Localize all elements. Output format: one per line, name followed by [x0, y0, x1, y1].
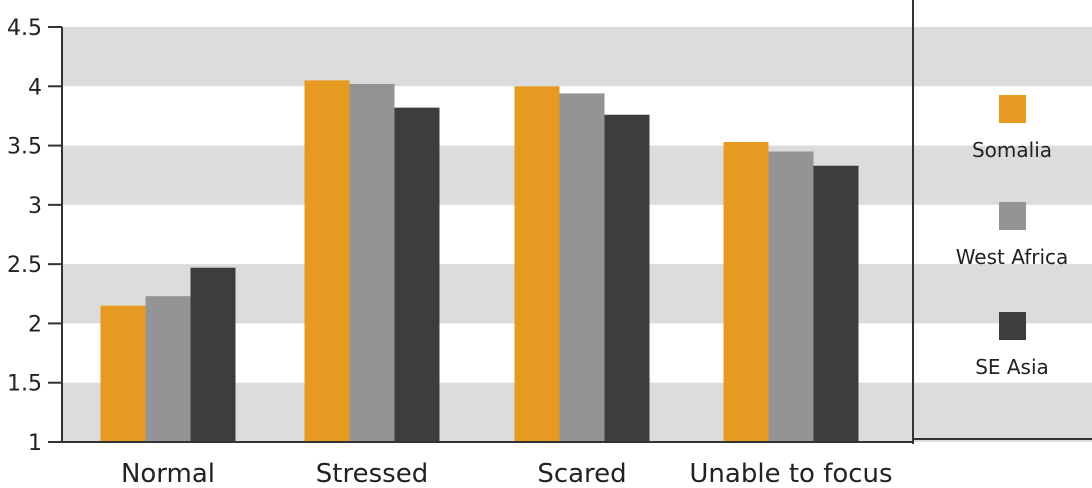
x-category-label: Unable to focus [689, 459, 892, 488]
bar [768, 151, 814, 442]
bar [559, 93, 605, 443]
legend: Somalia West Africa SE Asia [956, 95, 1069, 379]
legend-label: West Africa [956, 245, 1069, 269]
grid-band [62, 27, 1092, 87]
x-category-label: Scared [537, 459, 626, 488]
x-category-label: Normal [121, 459, 215, 488]
legend-label: Somalia [972, 138, 1052, 162]
legend-swatch [999, 312, 1026, 340]
bar [100, 305, 146, 442]
y-tick-label: 3 [28, 194, 42, 219]
y-tick-label: 4 [28, 75, 42, 100]
legend-label: SE Asia [975, 355, 1049, 379]
legend-swatch [999, 95, 1026, 123]
y-tick-label: 4.5 [7, 16, 42, 41]
x-category-label: Stressed [316, 459, 428, 488]
x-labels-group: Normal Stressed Scared Unable to focus [121, 459, 893, 488]
bar [604, 114, 650, 442]
bar [514, 86, 560, 443]
y-tick-label: 2 [28, 312, 42, 337]
legend-swatch [999, 202, 1026, 230]
bar [304, 80, 350, 442]
y-ticks-group: 1 1.5 2 2.5 3 3.5 4 4.5 [7, 16, 62, 456]
y-tick-label: 2.5 [7, 253, 42, 278]
bar [723, 142, 769, 442]
y-tick-label: 3.5 [7, 135, 42, 160]
y-tick-label: 1.5 [7, 372, 42, 397]
y-tick-label: 1 [28, 431, 42, 456]
bars-group [100, 80, 859, 443]
axes-group [48, 0, 1092, 444]
bar [145, 296, 191, 442]
bar [349, 83, 395, 443]
bar [813, 165, 859, 442]
bar [190, 267, 236, 442]
bar [394, 107, 440, 442]
